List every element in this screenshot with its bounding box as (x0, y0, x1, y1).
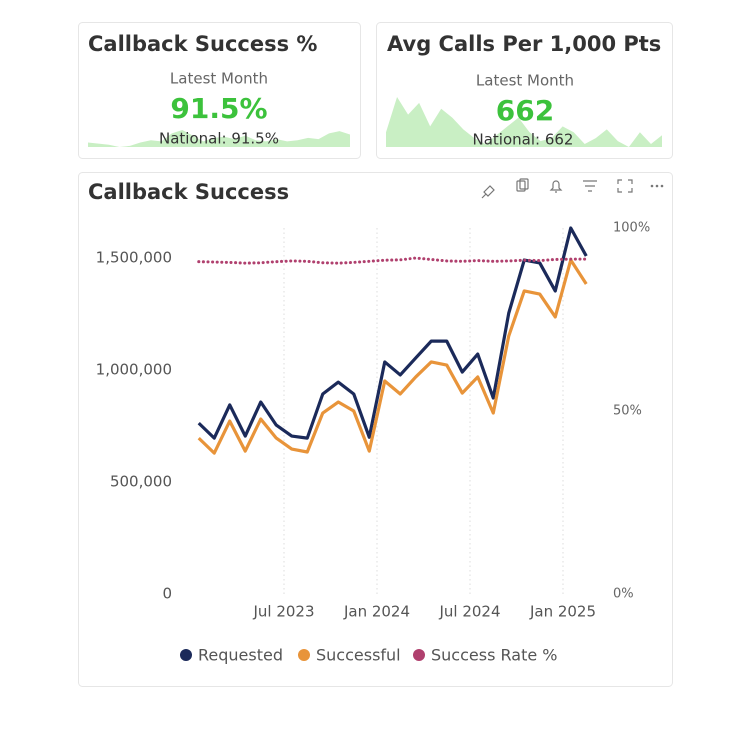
card-title: Avg Calls Per 1,000 Pts (387, 32, 661, 56)
sparkline-area (386, 97, 662, 147)
alert-icon[interactable] (549, 180, 563, 193)
series-line (197, 226, 588, 440)
legend-label: Success Rate % (431, 646, 557, 665)
card-subtitle: Latest Month (476, 72, 574, 90)
chart-title: Callback Success (88, 180, 289, 204)
copy-icon[interactable] (516, 178, 529, 192)
y-tick-label: 0 (162, 585, 172, 603)
more-icon[interactable] (650, 184, 664, 188)
sparkline-area (88, 130, 350, 147)
legend-swatch (298, 649, 310, 661)
card-subtitle: Latest Month (170, 70, 268, 88)
y2-tick-label: 0% (613, 587, 634, 602)
card-national: National: 91.5% (159, 130, 279, 148)
card-value: 662 (496, 94, 554, 127)
kpi-card (78, 22, 361, 159)
legend-swatch (180, 649, 192, 661)
card-title: Callback Success % (88, 32, 317, 56)
focus-icon[interactable] (617, 179, 633, 193)
x-tick-label: Jul 2023 (252, 603, 314, 621)
legend-swatch (413, 649, 425, 661)
x-tick-label: Jan 2024 (343, 603, 410, 621)
series-line (197, 256, 588, 265)
y-tick-label: 500,000 (110, 473, 172, 491)
series-line (197, 258, 588, 455)
y-tick-label: 1,000,000 (96, 361, 172, 379)
pin-icon[interactable] (481, 185, 495, 199)
legend-label: Successful (316, 646, 401, 665)
filter-icon[interactable] (583, 180, 597, 192)
y-tick-label: 1,500,000 (96, 249, 172, 267)
x-tick-label: Jul 2024 (438, 603, 500, 621)
x-tick-label: Jan 2025 (529, 603, 596, 621)
y2-tick-label: 50% (613, 404, 642, 419)
y2-tick-label: 100% (613, 221, 650, 236)
card-national: National: 662 (473, 131, 574, 149)
sparklines (88, 97, 662, 147)
card-value: 91.5% (170, 92, 267, 125)
legend-label: Requested (198, 646, 283, 665)
